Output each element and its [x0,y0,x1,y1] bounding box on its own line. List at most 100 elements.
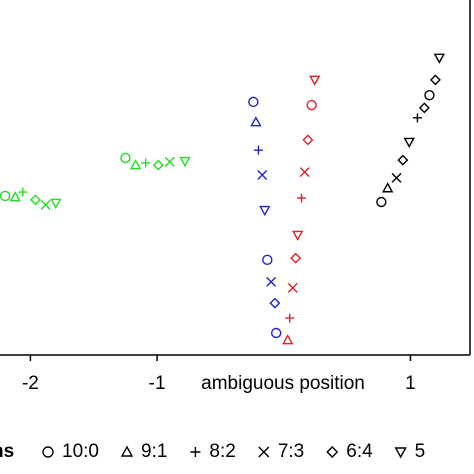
marker-shape [299,167,310,178]
marker-shape [308,75,321,86]
marker-shape [152,159,164,171]
marker-shape [302,134,314,146]
marker [141,158,151,168]
marker-shape [253,145,263,155]
marker [290,252,302,264]
marker-shape [120,445,134,457]
marker [262,254,273,266]
legend-label: 6:4 [346,441,373,462]
marker [403,137,415,148]
marker-shape [287,282,298,293]
marker [40,199,51,210]
marker-shape [394,447,407,459]
marker-shape [40,199,51,210]
marker-shape [403,137,415,148]
marker-shape [250,116,262,127]
x-tick-label: -1 [149,373,166,394]
marker [253,145,263,155]
marker-shape [42,446,54,458]
marker-shape [292,230,304,241]
marker [269,297,281,309]
marker [18,187,28,197]
marker-shape [270,327,282,339]
marker-shape [29,194,41,206]
marker [258,446,270,458]
marker [164,156,175,167]
marker-shape [0,190,11,202]
marker [259,205,271,217]
legend-label: 9:1 [141,441,167,462]
marker-shape [258,446,270,458]
marker [270,327,282,339]
marker [266,276,277,287]
marker [287,282,298,293]
marker-shape [381,182,394,193]
legend-label: 10:0 [62,441,99,462]
marker [248,96,259,108]
marker [376,196,387,208]
marker [257,170,268,181]
marker-shape [179,156,191,168]
marker [282,334,294,345]
legend-label: 7:3 [278,441,304,462]
marker-shape [257,170,268,181]
marker-shape [391,172,402,183]
marker [424,89,435,101]
marker [250,116,262,127]
marker [0,190,11,202]
marker [308,75,321,86]
marker-shape [50,198,62,210]
marker-shape [9,191,21,202]
marker [129,159,142,170]
marker [120,152,131,164]
marker [50,198,62,210]
marker-shape [248,96,259,108]
marker [306,99,317,111]
marker [120,445,134,457]
marker [299,167,310,178]
marker-shape [285,313,295,323]
x-axis-label: ambiguous position [201,373,365,394]
marker-shape [326,446,339,458]
legend-title: ns [0,441,14,462]
legend-label: 8:2 [209,441,235,462]
marker [418,102,430,114]
marker-shape [412,113,422,123]
marker [9,191,21,202]
marker [29,194,41,206]
marker [285,313,295,323]
marker [433,53,446,64]
marker-shape [259,205,271,217]
marker-shape [120,152,131,164]
marker [397,154,409,166]
marker [391,172,402,183]
marker [394,447,407,459]
marker-shape [297,193,307,203]
marker-shape [433,53,446,64]
marker-shape [190,447,201,457]
marker-shape [282,334,294,345]
marker [42,446,54,458]
marker [190,447,201,457]
marker [179,156,191,168]
marker-shape [266,276,277,287]
marker-shape [129,159,142,170]
marker-shape [290,252,302,264]
marker-shape [269,297,281,309]
marker [412,113,422,123]
marker-shape [164,156,175,167]
marker [152,159,164,171]
marker-shape [306,99,317,111]
x-tick-label: -2 [22,373,39,394]
marker [381,182,394,193]
marker-shape [424,89,435,101]
marker [302,134,314,146]
marker-shape [141,158,151,168]
marker [292,230,304,241]
marker [326,446,339,458]
marker-shape [429,74,441,86]
marker-shape [18,187,28,197]
marker-shape [418,102,430,114]
x-tick-label: 1 [405,373,416,394]
